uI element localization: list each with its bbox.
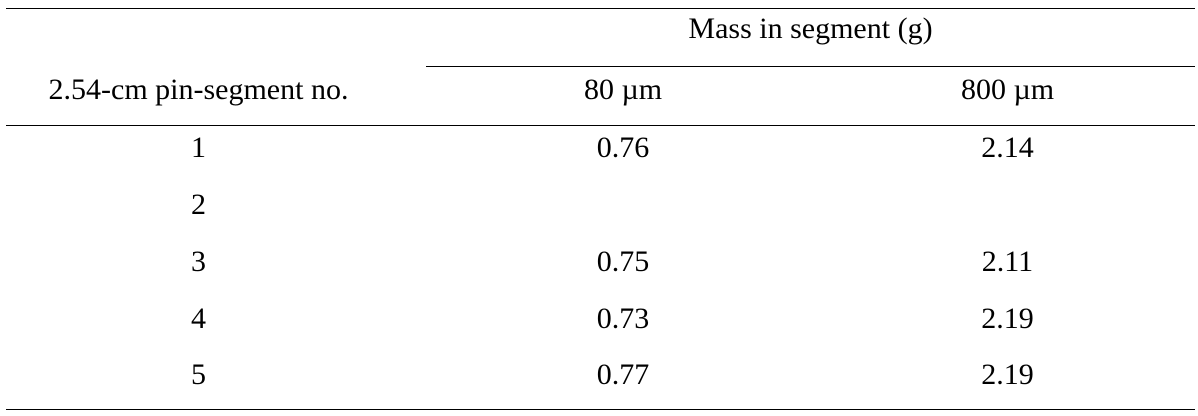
top-rule [6,8,1195,9]
mass-800um-cell: 2.11 [981,245,1034,278]
mass-800um-cell: 2.19 [981,358,1034,391]
mass-80um-cell: 0.76 [596,131,650,164]
group-header: Mass in segment (g) [688,12,933,45]
segment-cell: 5 [191,358,206,391]
group-rule [426,66,1195,67]
bottom-rule [6,409,1195,410]
mass-800um-cell: 2.19 [981,302,1034,335]
column-header-80um: 80 µm [583,73,663,106]
mass-80um-cell: 0.77 [596,358,650,391]
row-header: 2.54-cm pin-segment no. [48,73,349,106]
segment-cell: 4 [191,302,206,335]
header-rule [6,125,1195,126]
mass-80um-cell: 0.75 [596,245,650,278]
segment-cell: 3 [191,245,206,278]
column-header-800um: 800 µm [960,73,1055,106]
segment-cell: 1 [191,131,206,164]
mass-800um-cell: 2.14 [981,131,1034,164]
mass-80um-cell: 0.73 [596,302,650,335]
segment-cell: 2 [191,188,206,221]
